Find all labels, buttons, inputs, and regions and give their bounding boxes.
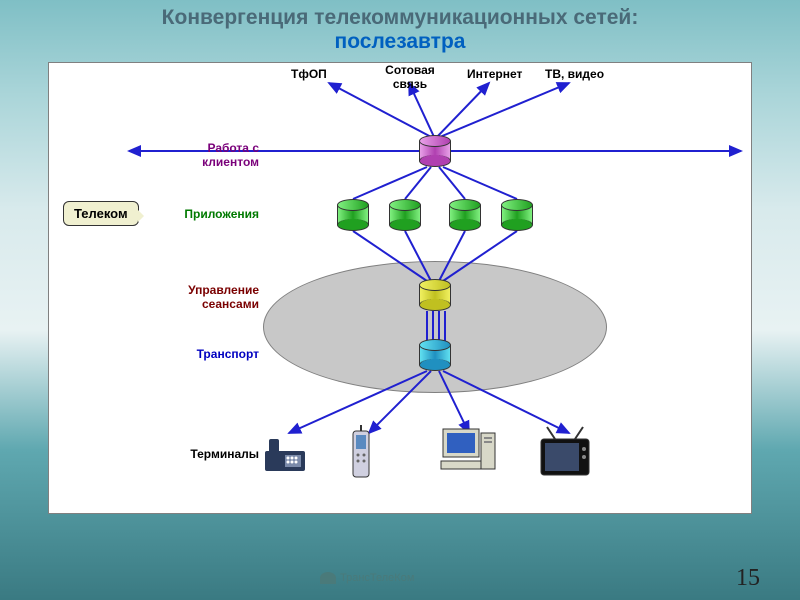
top-label-tv: ТВ, видео [545, 67, 604, 81]
telecom-callout: Телеком [63, 201, 139, 226]
terminal-phone [259, 433, 315, 482]
diagram-frame: ТфОП Сотовая связь Интернет ТВ, видео Ра… [48, 62, 752, 514]
cylinder-trans [419, 339, 451, 371]
cylinder-app3 [449, 199, 481, 231]
cylinder-app4 [501, 199, 533, 231]
terminal-tv [535, 425, 595, 486]
top-label-tfop: ТфОП [291, 67, 327, 81]
terminal-pc [437, 425, 501, 486]
slide-title: Конвергенция телекоммуникационных сетей:… [0, 0, 800, 54]
cylinder-app1 [337, 199, 369, 231]
layer-label-transport: Транспорт [169, 347, 259, 361]
logo-text: ТрансТелеКом [340, 572, 414, 584]
layer-label-terminals: Терминалы [169, 447, 259, 461]
title-line-1: Конвергенция телекоммуникационных сетей: [0, 6, 800, 30]
terminal-mobile [349, 425, 373, 486]
layer-label-client: Работа с клиентом [169, 141, 259, 169]
layer-label-apps: Приложения [169, 207, 259, 221]
top-label-cellular: Сотовая связь [375, 63, 445, 91]
title-line-2: послезавтра [0, 30, 800, 54]
slide-number: 15 [736, 565, 760, 592]
layer-label-sessions: Управление сеансами [169, 283, 259, 311]
logo: ТрансТелеКом [320, 572, 414, 584]
cylinder-sess [419, 279, 451, 311]
top-label-internet: Интернет [467, 67, 522, 81]
logo-icon [320, 572, 336, 584]
cylinder-app2 [389, 199, 421, 231]
cylinder-top [419, 135, 451, 167]
